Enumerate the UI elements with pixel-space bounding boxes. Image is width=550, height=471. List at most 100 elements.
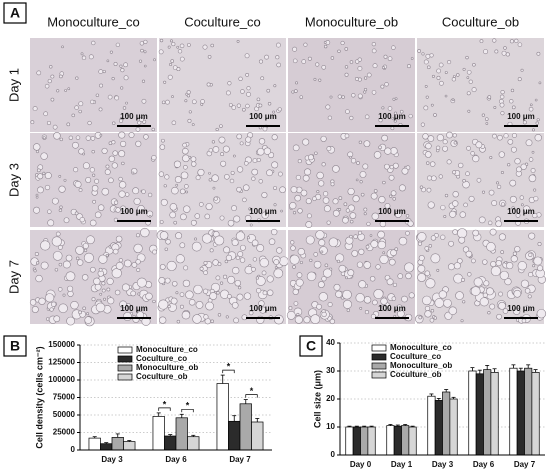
cell <box>111 77 115 81</box>
cell <box>370 240 379 248</box>
legend-label: Monoculture_co <box>390 343 452 352</box>
bar <box>100 443 113 451</box>
cell <box>45 317 50 321</box>
cell <box>115 261 124 270</box>
cell <box>494 49 499 54</box>
cell <box>291 90 295 94</box>
cell <box>333 283 341 291</box>
cell <box>233 317 239 324</box>
cell <box>163 184 167 188</box>
cell <box>398 184 406 192</box>
cell <box>425 142 432 150</box>
y-tick-label: 0 <box>331 450 336 459</box>
cell <box>51 197 59 205</box>
cell <box>248 207 252 211</box>
cell <box>332 198 339 205</box>
cell <box>459 211 467 218</box>
cell <box>390 126 395 131</box>
micrograph: 100 μm <box>417 38 544 132</box>
cell <box>510 255 518 263</box>
cell <box>85 177 92 183</box>
panel-label-box <box>3 2 27 24</box>
cell <box>371 212 379 220</box>
cell <box>216 291 220 295</box>
cell <box>322 268 333 278</box>
bar <box>360 426 369 456</box>
cell <box>424 151 432 158</box>
cell <box>179 56 185 62</box>
cell <box>268 238 276 245</box>
cell <box>195 301 204 309</box>
cell <box>440 234 446 240</box>
cell <box>292 58 298 64</box>
cell <box>462 178 466 183</box>
bar <box>352 426 361 456</box>
cell <box>520 203 524 207</box>
cell <box>197 168 205 176</box>
cell <box>273 84 277 88</box>
cell <box>118 150 126 158</box>
bar <box>524 367 533 456</box>
cell <box>111 162 118 169</box>
cell <box>139 41 144 46</box>
cell <box>81 55 87 61</box>
scale-bar-label: 100 μm <box>120 304 148 313</box>
cell <box>292 211 297 215</box>
cell <box>158 299 169 310</box>
cell <box>194 213 201 219</box>
cell <box>292 144 300 152</box>
cell <box>349 155 352 159</box>
cell <box>67 290 74 297</box>
column-header: Monoculture_co <box>47 14 140 29</box>
cell <box>82 306 86 311</box>
cell <box>289 254 300 265</box>
cell <box>143 134 149 140</box>
cell <box>451 77 457 82</box>
cell <box>462 300 466 304</box>
cell <box>209 292 218 300</box>
cell <box>259 306 267 314</box>
cell <box>292 265 296 269</box>
x-tick-label: Day 3 <box>432 460 454 469</box>
cell <box>534 98 538 102</box>
cell <box>104 169 111 175</box>
cell <box>522 120 527 125</box>
cell <box>280 209 283 213</box>
cell <box>251 239 259 247</box>
cell <box>174 176 182 184</box>
cell <box>538 81 542 85</box>
cell <box>239 141 244 146</box>
cell <box>422 295 432 306</box>
y-tick-label: 150000 <box>48 340 75 349</box>
cell <box>417 49 421 53</box>
cell <box>214 235 225 246</box>
cell <box>123 62 129 68</box>
cell <box>262 290 268 296</box>
cell <box>465 55 469 60</box>
cell <box>95 302 106 313</box>
cell <box>510 146 517 153</box>
cell <box>377 240 386 250</box>
cell <box>318 180 325 187</box>
cell <box>500 250 505 254</box>
cell <box>227 219 235 227</box>
row-label: Day 1 <box>6 68 21 102</box>
bar <box>434 400 443 456</box>
cell <box>315 230 325 240</box>
cell <box>363 261 372 269</box>
cell <box>531 128 535 132</box>
cell <box>225 90 231 96</box>
cell <box>423 105 429 111</box>
cell <box>106 277 114 285</box>
cell <box>507 138 514 145</box>
cell <box>177 49 183 54</box>
cell <box>98 267 103 272</box>
x-tick-label: Day 1 <box>391 460 413 469</box>
cell <box>47 79 52 84</box>
scale-bar-label: 100 μm <box>249 304 277 313</box>
cell <box>342 217 349 224</box>
cell <box>179 242 186 249</box>
cell <box>345 109 350 114</box>
cell <box>358 230 363 235</box>
column-header: Coculture_co <box>184 14 261 29</box>
